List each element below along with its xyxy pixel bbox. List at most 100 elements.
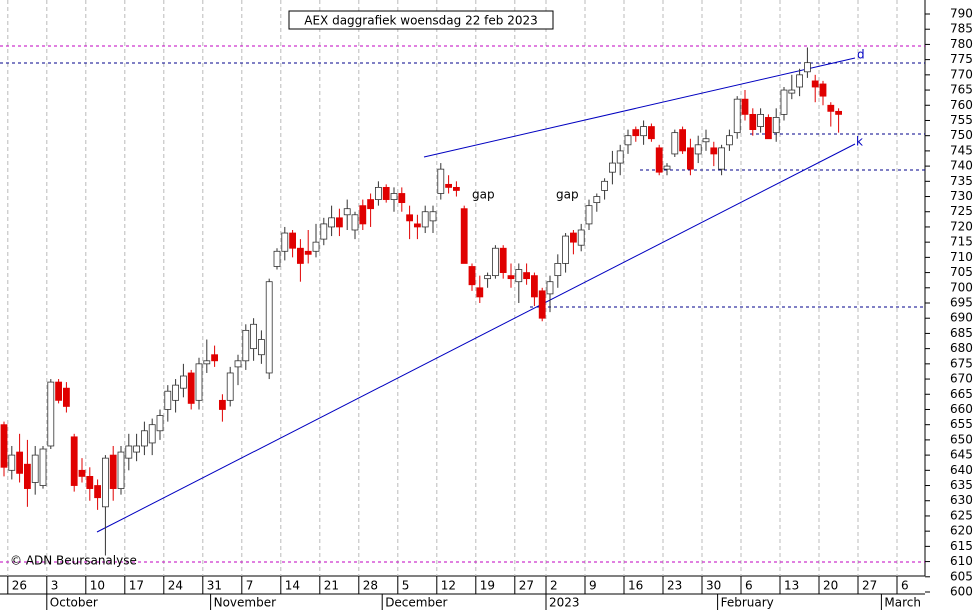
y-tick-label: 670 [950,372,973,386]
x-tick-label: 17 [129,579,144,593]
candle-body [577,229,585,246]
candle-body [0,424,8,468]
candle-body [484,275,492,280]
y-tick-label: 715 [950,235,973,249]
candle-body [804,62,811,73]
candle-body [226,372,234,401]
candle-body [499,247,507,273]
candle-body [468,266,476,286]
month-label: December [385,596,447,610]
x-tick-label: 28 [363,579,378,593]
candle-body [491,247,499,277]
candle-body [429,211,437,222]
candle-body [140,430,148,447]
candle-body [437,168,445,194]
x-tick-label: 14 [285,579,300,593]
y-tick-label: 765 [950,83,973,97]
candle-body [796,74,803,88]
y-tick-label: 785 [950,22,973,36]
candle-body [460,208,468,264]
y-tick-label: 790 [950,7,973,21]
candle-body [749,113,757,130]
candle-body [733,98,741,134]
y-tick-label: 700 [950,280,973,294]
candle-body [624,135,632,146]
candle-body [570,232,577,243]
x-tick-label: 13 [784,579,799,593]
y-tick-label: 780 [950,37,973,51]
candle-body [187,372,195,404]
x-tick-label: 16 [628,579,643,593]
candle-body [31,454,39,483]
x-tick-label: 24 [168,579,183,593]
x-tick-label: 31 [207,579,222,593]
candle-body [788,89,796,94]
y-tick-label: 605 [950,569,973,583]
candle-body [757,113,764,127]
y-tick-label: 620 [950,524,973,538]
month-label: October [50,596,98,610]
candle-body [507,275,515,280]
candle-body [632,129,640,137]
x-tick-label: 19 [480,579,495,593]
x-tick-label: 7 [246,579,254,593]
candle-body [359,205,367,225]
candle-body [562,235,569,264]
candle-body [109,454,117,489]
annotation: d [857,48,865,62]
y-tick-label: 760 [950,98,973,112]
candle-body [585,205,593,225]
candle-body [250,323,258,350]
candle-body [679,129,686,152]
candle-body [203,360,211,365]
x-tick-label: 26 [12,579,27,593]
candle-body [726,135,733,146]
candle-body [195,363,203,401]
candle-body [655,147,663,173]
candle-body [102,457,109,508]
candle-body [702,138,710,143]
candle-body [78,469,86,477]
grid [7,0,898,576]
y-tick-label: 770 [950,67,973,81]
y-tick-label: 775 [950,52,973,66]
candle-body [406,214,414,222]
candle-body [320,223,328,240]
candle-body [47,381,55,447]
candle-body [367,199,375,210]
x-tick-label: 12 [441,579,456,593]
candle-body [211,354,219,362]
y-tick-label: 615 [950,539,973,553]
candle-body [351,214,359,231]
title-box [288,10,554,30]
y-tick-label: 680 [950,341,973,355]
annotation: k [856,135,863,149]
y-tick-label: 750 [950,128,973,142]
candle-body [63,387,70,407]
candle-body [133,445,141,453]
y-tick-label: 625 [950,508,973,522]
candle-body [281,232,289,252]
candles [0,47,842,556]
candle-body [23,463,31,489]
x-tick-label: 23 [667,579,682,593]
y-tick-label: 745 [950,143,973,157]
candle-body [648,126,655,140]
x-tick-label: 27 [519,579,534,593]
y-tick-label: 655 [950,417,973,431]
candle-body [312,241,320,252]
candle-body [663,165,671,170]
candle-body [640,126,647,137]
candle-body [335,217,343,228]
candle-body [554,263,562,277]
candle-body [374,186,382,200]
candle-body [421,211,429,228]
candle-body [593,196,601,204]
candle-body [609,162,616,173]
x-tick-label: 2 [550,579,558,593]
trend-line [423,57,856,158]
candle-body [538,290,546,319]
candle-body [179,375,187,389]
x-tick-label: 6 [745,579,753,593]
y-tick-label: 610 [950,554,973,568]
